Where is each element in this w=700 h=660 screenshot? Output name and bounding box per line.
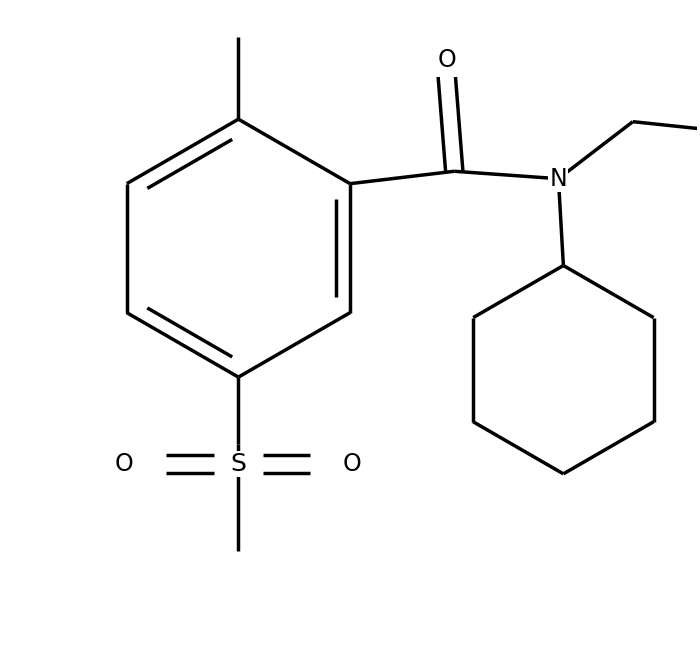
Text: O: O bbox=[343, 452, 362, 476]
Text: O: O bbox=[115, 452, 134, 476]
Text: O: O bbox=[438, 48, 456, 72]
Text: N: N bbox=[550, 167, 567, 191]
Text: S: S bbox=[230, 452, 246, 476]
